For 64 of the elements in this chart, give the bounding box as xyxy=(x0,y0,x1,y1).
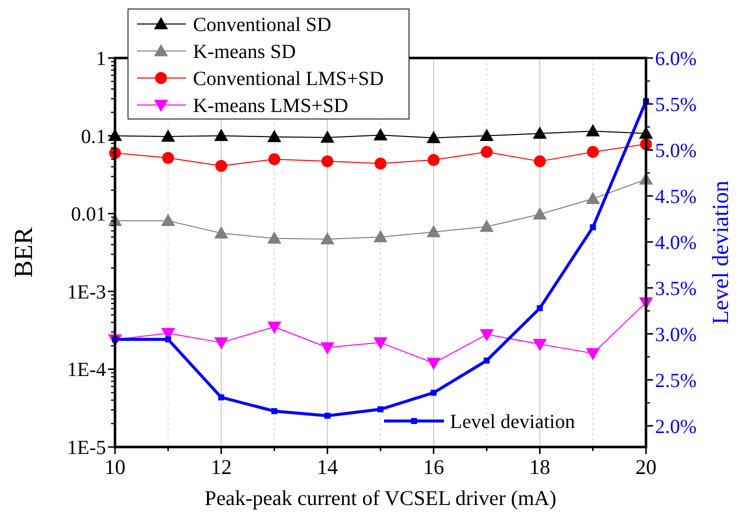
x-tick-label: 20 xyxy=(636,455,656,479)
point xyxy=(480,146,493,158)
x-tick-label: 16 xyxy=(423,455,444,479)
y-tick-label: 1E-4 xyxy=(67,359,106,382)
y-axis-title: BER xyxy=(9,226,38,278)
point xyxy=(161,214,176,226)
y2-tick-label: 2.5% xyxy=(655,370,697,392)
point xyxy=(268,153,280,166)
legend-label: Conventional SD xyxy=(193,14,332,36)
y-tick-label: 1E-3 xyxy=(67,281,106,304)
point xyxy=(532,126,547,139)
y2-tick-label: 3.0% xyxy=(655,324,697,346)
legend-label: K-means LMS+SD xyxy=(193,95,348,117)
point xyxy=(480,220,494,232)
point xyxy=(426,358,441,370)
y2-tick-label: 5.5% xyxy=(655,94,697,116)
x-tick-label: 10 xyxy=(104,455,126,479)
y-tick-label: 0.01 xyxy=(71,204,106,226)
point xyxy=(586,348,600,360)
point xyxy=(320,342,334,355)
point xyxy=(214,128,228,142)
y2-axis-title: Level deviation xyxy=(708,180,733,324)
x-tick-label: 14 xyxy=(316,455,338,479)
y-tick-label: 1E-5 xyxy=(67,437,106,459)
point xyxy=(320,130,334,143)
point xyxy=(534,155,546,168)
point xyxy=(586,192,600,204)
x-tick-label: 12 xyxy=(210,455,232,479)
point xyxy=(374,128,388,140)
point xyxy=(215,160,228,172)
x-axis-title: Peak-peak current of VCSEL driver (mA) xyxy=(204,486,556,510)
point xyxy=(374,337,388,350)
point xyxy=(428,154,440,166)
y-tick-label: 0.1 xyxy=(81,126,106,148)
point xyxy=(267,322,282,334)
point xyxy=(586,146,599,158)
point xyxy=(162,152,174,164)
point xyxy=(214,226,228,238)
point xyxy=(267,231,282,244)
y2-tick-label: 4.0% xyxy=(655,232,697,254)
y2-tick-label: 6.0% xyxy=(655,48,697,70)
point xyxy=(480,329,494,342)
point xyxy=(161,129,176,142)
y-tick-label: 1 xyxy=(96,48,106,70)
point xyxy=(374,230,388,242)
point xyxy=(214,337,228,350)
point xyxy=(426,225,441,238)
point xyxy=(532,207,547,220)
point xyxy=(532,338,547,352)
point xyxy=(586,124,600,136)
x-tick-label: 18 xyxy=(529,455,550,479)
legend-label: Conventional LMS+SD xyxy=(193,68,384,90)
legend-label: Level deviation xyxy=(450,411,575,433)
point xyxy=(320,232,334,244)
point xyxy=(426,130,441,144)
point xyxy=(321,155,334,168)
y2-tick-label: 3.5% xyxy=(655,278,697,300)
y2-tick-label: 2.0% xyxy=(655,416,697,438)
point xyxy=(480,128,494,142)
y2-tick-label: 4.5% xyxy=(655,186,697,208)
y2-tick-label: 5.0% xyxy=(655,140,697,162)
point xyxy=(267,130,282,142)
legend-label: K-means SD xyxy=(193,41,296,63)
point xyxy=(374,158,386,170)
